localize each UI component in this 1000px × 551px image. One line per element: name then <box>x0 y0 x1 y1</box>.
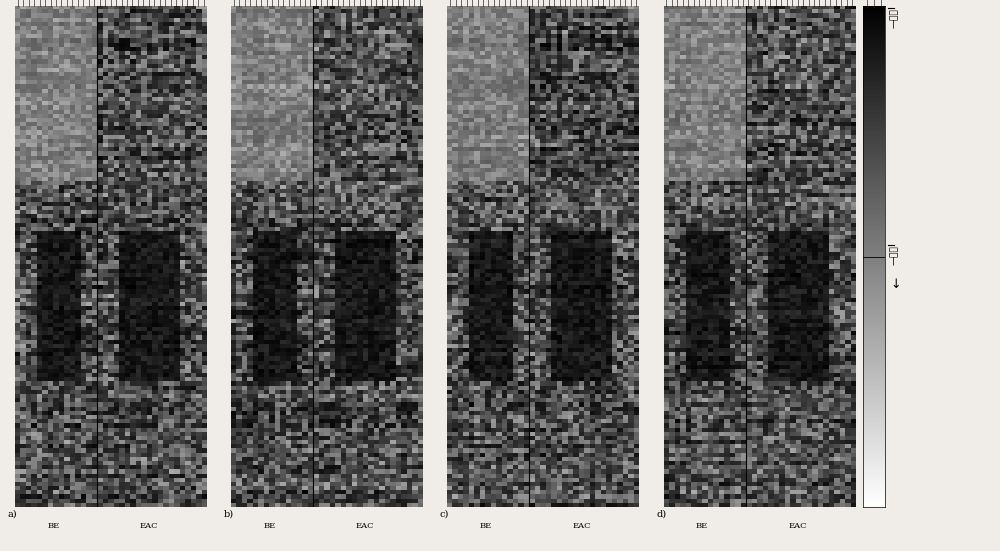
Text: EAC: EAC <box>572 522 591 530</box>
Text: a): a) <box>7 510 17 518</box>
Text: ↓: ↓ <box>891 278 901 291</box>
Text: EAC: EAC <box>788 522 807 530</box>
Text: BE: BE <box>480 522 492 530</box>
Text: c): c) <box>440 510 449 518</box>
Text: EAC: EAC <box>140 522 158 530</box>
Text: b): b) <box>224 510 234 518</box>
Text: —基因: —基因 <box>890 245 899 265</box>
Text: d): d) <box>656 510 666 518</box>
Text: BE: BE <box>696 522 708 530</box>
Text: BE: BE <box>47 522 59 530</box>
Text: EAC: EAC <box>356 522 374 530</box>
Text: BE: BE <box>263 522 276 530</box>
Text: —样品: —样品 <box>890 8 899 28</box>
